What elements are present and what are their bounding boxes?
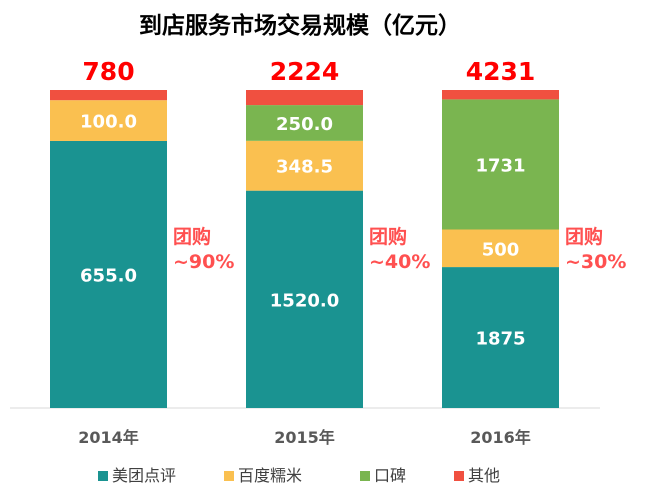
total-label: 2224	[270, 57, 340, 86]
legend-swatch	[454, 471, 464, 481]
bar-segment	[246, 190, 363, 408]
segment-value-label: 1520.0	[270, 290, 339, 311]
bar-segment	[442, 99, 559, 230]
x-tick-label: 2016年	[470, 428, 531, 447]
bar-segment	[442, 267, 559, 408]
segment-value-label: 1731	[475, 155, 525, 176]
total-label: 780	[82, 57, 134, 86]
bar-segment	[50, 90, 167, 101]
x-tick-label: 2015年	[274, 428, 335, 447]
segment-value-label: 348.5	[276, 157, 333, 178]
annotation-line1: 团购	[565, 225, 603, 248]
legend: 美团点评 百度糯米 口碑 其他	[98, 466, 500, 485]
annotation-line2: ~40%	[369, 251, 430, 273]
legend-label: 百度糯米	[238, 466, 302, 485]
annotation-line2: ~30%	[565, 251, 626, 273]
labels-group: 655.0 100.0 780 2014年 团购 ~90% 1520.0 348.5 250.0…	[78, 57, 626, 447]
annotation-line2: ~90%	[173, 251, 234, 273]
bar-segment	[442, 229, 559, 268]
legend-label: 口碑	[374, 466, 406, 485]
bar-segment	[246, 105, 363, 141]
annotation-line1: 团购	[173, 225, 211, 248]
segment-value-label: 250.0	[276, 114, 333, 135]
segment-value-label: 100.0	[80, 112, 137, 133]
segment-value-label: 655.0	[80, 265, 137, 286]
bar-segment	[50, 140, 167, 408]
bar-segment	[442, 90, 559, 100]
legend-swatch	[360, 471, 370, 481]
segment-value-label: 1875	[475, 329, 525, 350]
chart-title: 到店服务市场交易规模（亿元）	[139, 12, 461, 39]
bar-segment	[246, 140, 363, 191]
bars-group	[50, 90, 559, 408]
x-tick-label: 2014年	[78, 428, 139, 447]
annotation-line1: 团购	[369, 225, 407, 248]
bar-segment	[50, 100, 167, 141]
legend-swatch	[98, 471, 108, 481]
legend-swatch	[224, 471, 234, 481]
legend-label: 美团点评	[112, 466, 176, 485]
legend-label: 其他	[468, 466, 500, 485]
bar-segment	[246, 90, 363, 106]
segment-value-label: 500	[482, 239, 520, 260]
total-label: 4231	[466, 57, 536, 86]
